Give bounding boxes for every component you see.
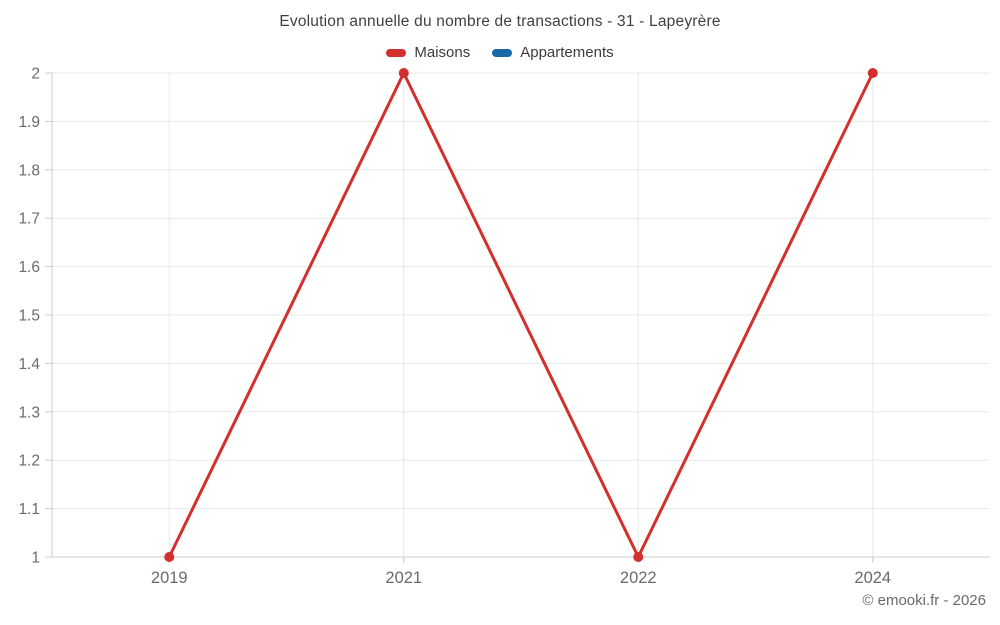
- y-tick-label: 1.7: [18, 211, 40, 228]
- x-tick-label: 2024: [854, 569, 891, 587]
- x-tick-label: 2019: [151, 569, 188, 587]
- legend-label-appartements: Appartements: [520, 44, 614, 61]
- data-point-maisons[interactable]: [398, 68, 409, 78]
- y-tick-label: 1.2: [18, 453, 40, 470]
- y-tick-label: 1.3: [18, 404, 40, 421]
- x-tick-label: 2022: [620, 569, 657, 587]
- legend-item-appartements[interactable]: Appartements: [492, 44, 614, 61]
- y-tick-label: 1.1: [18, 501, 40, 518]
- data-point-maisons[interactable]: [633, 552, 644, 562]
- y-tick-label: 1: [31, 550, 40, 567]
- series-line-maisons: [167, 71, 875, 559]
- legend: Maisons Appartements: [0, 44, 1000, 61]
- y-tick-label: 1.9: [18, 114, 40, 131]
- chart-title: Evolution annuelle du nombre de transact…: [279, 13, 721, 30]
- y-tick-label: 1.4: [18, 356, 40, 373]
- legend-label-maisons: Maisons: [414, 44, 471, 61]
- y-tick-label: 2: [31, 66, 40, 83]
- x-tick-label: 2021: [385, 569, 422, 587]
- y-tick-label: 1.5: [18, 308, 40, 325]
- data-point-maisons[interactable]: [867, 68, 878, 78]
- legend-swatch-appartements-icon: [492, 48, 513, 57]
- legend-item-maisons[interactable]: Maisons: [386, 44, 470, 61]
- y-tick-label: 1.8: [18, 162, 40, 179]
- data-point-maisons[interactable]: [164, 552, 175, 562]
- y-tick-label: 1.6: [18, 259, 40, 276]
- legend-swatch-maisons-icon: [386, 48, 407, 57]
- footer-credit: © emooki.fr - 2026: [862, 592, 986, 609]
